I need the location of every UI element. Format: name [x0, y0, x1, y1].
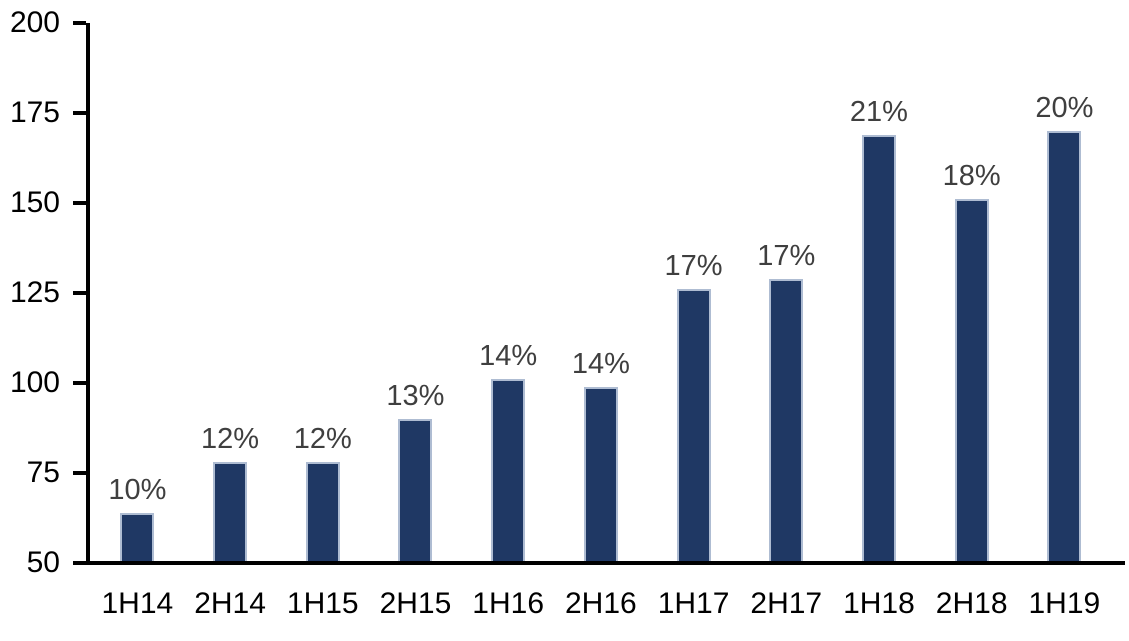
bar-data-label: 17%: [664, 250, 723, 283]
bar-data-label: 12%: [201, 423, 260, 456]
x-category-label: 1H18: [843, 587, 915, 620]
y-axis-line: [86, 23, 90, 565]
x-category-label: 2H18: [935, 587, 1008, 620]
bar-data-label: 20%: [1035, 92, 1094, 124]
bar-1H17: [676, 289, 711, 563]
bar-2H18: [954, 199, 989, 563]
y-tick-label: 75: [26, 456, 60, 489]
x-category-label: 1H19: [1028, 587, 1101, 620]
bar-2H15: [398, 419, 433, 563]
y-tick-mark: [73, 471, 86, 475]
bar-1H18: [861, 134, 896, 563]
bar-1H16: [491, 379, 526, 563]
bar-2H17: [769, 278, 804, 563]
y-tick-label: 100: [9, 366, 60, 399]
bar-data-label: 13%: [386, 380, 445, 412]
x-category-label: 2H15: [379, 587, 452, 620]
x-category-label: 1H14: [101, 587, 174, 620]
y-tick-mark: [73, 201, 86, 205]
y-tick-mark: [73, 291, 86, 295]
bar-2H16: [583, 386, 618, 563]
bar-1H14: [120, 512, 155, 563]
bar-data-label: 18%: [942, 160, 1001, 193]
y-tick-label: 150: [9, 186, 60, 219]
y-tick-mark: [73, 381, 86, 385]
bar-2H14: [213, 462, 248, 563]
y-tick-label: 175: [9, 96, 60, 129]
x-category-label: 1H17: [657, 587, 730, 620]
bar-data-label: 14%: [571, 347, 630, 380]
bar-data-label: 21%: [849, 95, 908, 128]
bar-data-label: 10%: [108, 473, 167, 506]
y-tick-label: 125: [9, 276, 60, 309]
y-tick-label: 50: [26, 546, 60, 579]
x-category-label: 2H14: [194, 587, 266, 620]
x-category-label: 1H15: [286, 587, 359, 620]
y-tick-mark: [73, 111, 86, 115]
x-axis-line: [86, 561, 1125, 565]
y-tick-mark: [73, 561, 86, 565]
bar-1H15: [305, 462, 340, 563]
bar-data-label: 12%: [293, 423, 352, 456]
x-category-label: 2H16: [564, 587, 637, 620]
bar-data-label: 14%: [479, 340, 538, 373]
y-tick-mark: [73, 21, 86, 25]
x-category-label: 1H16: [472, 587, 544, 620]
bar-data-label: 17%: [757, 239, 816, 272]
bar-1H19: [1047, 131, 1082, 563]
y-tick-label: 200: [9, 6, 60, 39]
x-category-label: 2H17: [750, 587, 823, 620]
